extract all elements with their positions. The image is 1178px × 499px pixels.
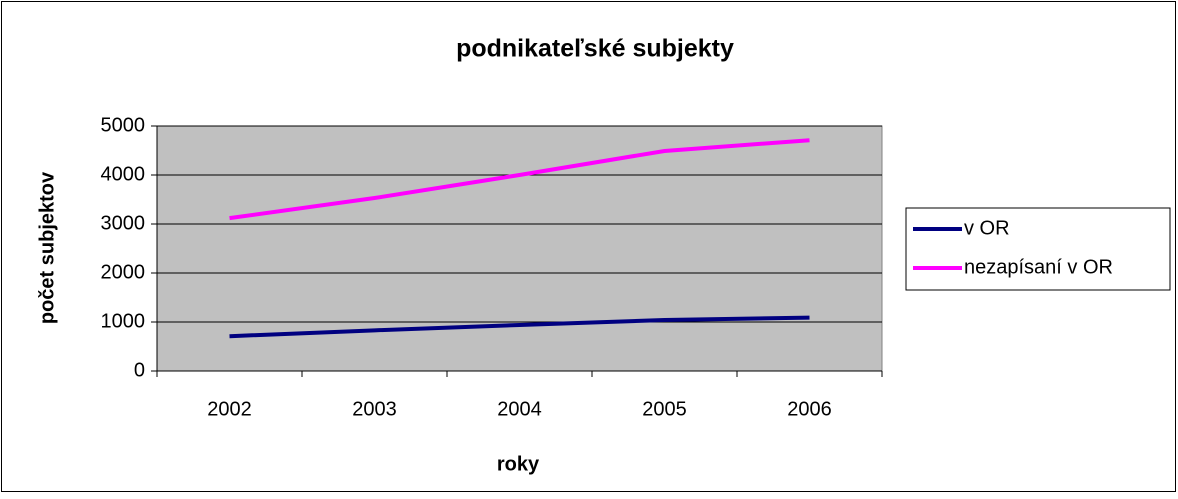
y-tick-label: 0 — [134, 359, 145, 381]
y-tick-label: 4000 — [101, 163, 146, 185]
y-axis-title: počet subjektov — [36, 171, 58, 324]
legend-label: nezapísaní v OR — [964, 256, 1113, 278]
series-line — [229, 315, 810, 339]
x-tick-label: 2002 — [207, 398, 252, 420]
legend-box — [905, 207, 1171, 291]
x-tick-label: 2005 — [642, 398, 687, 420]
chart-title: podnikateľské subjekty — [456, 35, 734, 63]
plot-area — [156, 125, 883, 372]
y-tick-label: 5000 — [101, 114, 146, 136]
legend-label: v OR — [964, 217, 1010, 239]
x-tick-label: 2006 — [787, 398, 832, 420]
x-tick-label: 2003 — [352, 398, 397, 420]
x-axis-title: roky — [497, 453, 540, 475]
y-tick-label: 3000 — [101, 212, 146, 234]
y-tick-label: 1000 — [101, 310, 146, 332]
series-line — [229, 138, 810, 221]
y-tick-label: 2000 — [101, 261, 146, 283]
x-tick-label: 2004 — [497, 398, 542, 420]
